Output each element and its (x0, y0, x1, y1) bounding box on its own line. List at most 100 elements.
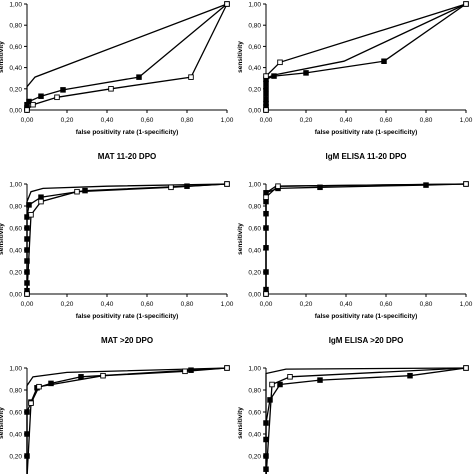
chart-title: MAT >20 DPO (101, 336, 153, 345)
x-tick-label: 0,60 (380, 301, 393, 308)
data-point-open-square (24, 291, 30, 297)
data-point-filled-square (26, 202, 32, 208)
x-tick-label: 0,80 (181, 301, 194, 308)
x-tick-label: 0,00 (260, 117, 273, 124)
data-point-open-square (263, 291, 269, 297)
y-tick-label: 0,60 (248, 226, 261, 233)
x-tick-label: 0,00 (21, 117, 34, 124)
y-tick-label: 0,40 (9, 432, 22, 439)
y-tick-label: 0,80 (9, 388, 22, 395)
data-point-filled-square (277, 381, 283, 388)
data-point-filled-square (24, 236, 30, 242)
data-point-open-square (224, 1, 230, 7)
y-tick-label: 0,40 (248, 65, 261, 72)
data-point-filled-square (271, 73, 277, 79)
data-point-open-square (24, 107, 30, 113)
x-tick-label: 1,00 (460, 301, 473, 308)
chart-title: MAT 11-20 DPO (98, 152, 157, 161)
x-axis-label: false positivity rate (1-specificity) (76, 129, 179, 136)
data-point-filled-square (381, 58, 387, 64)
data-point-filled-square (24, 269, 30, 275)
data-point-open-square (463, 365, 469, 371)
y-tick-label: 1,00 (248, 182, 261, 189)
x-tick-label: 0,20 (61, 301, 74, 308)
data-point-filled-square (263, 190, 269, 196)
x-tick-label: 0,40 (101, 117, 114, 124)
y-tick-label: 0,80 (248, 23, 261, 30)
data-point-open-square (463, 181, 469, 187)
y-tick-label: 0,60 (248, 410, 261, 417)
data-point-open-square (74, 188, 80, 195)
x-tick-label: 0,40 (340, 301, 353, 308)
chart-panel-1: 0,00 0,20 0,40 0,60 0,80 1,00 0,00 0,20 0,40 0,60… (0, 1, 234, 136)
data-point-filled-square (38, 93, 44, 99)
data-point-open-square (182, 368, 188, 375)
y-axis-label: sensitivity (0, 41, 5, 73)
y-axis-label: sensitivity (237, 407, 244, 439)
data-point-filled-square (267, 397, 273, 403)
data-point-filled-square (38, 194, 44, 200)
y-tick-label: 1,00 (9, 2, 22, 9)
y-tick-label: 0,60 (9, 226, 22, 233)
series-line-2 (265, 183, 467, 294)
data-point-open-square (28, 400, 34, 406)
y-tick-label: 0,80 (248, 204, 261, 211)
y-tick-label: 0,80 (9, 204, 22, 211)
data-point-open-square (269, 381, 275, 388)
y-tick-label: 1,00 (9, 366, 22, 373)
data-point-open-square (224, 365, 230, 371)
y-tick-label: 0,40 (248, 432, 261, 439)
data-point-open-square (277, 59, 283, 66)
y-tick-label: 0,80 (248, 388, 261, 395)
series-line-1 (265, 367, 467, 474)
x-tick-label: 0,60 (141, 117, 154, 124)
data-point-filled-square (263, 420, 269, 426)
data-point-open-square (463, 1, 469, 7)
data-point-open-square (36, 383, 42, 390)
data-point-filled-square (263, 453, 269, 459)
data-point-open-square (38, 198, 44, 205)
data-point-filled-square (317, 184, 323, 191)
y-axis-label: sensitivity (237, 41, 244, 73)
y-tick-label: 0,60 (9, 410, 22, 417)
data-point-open-square (287, 374, 293, 380)
series-line-1 (265, 183, 467, 294)
data-point-filled-square (48, 380, 54, 387)
series-line-2 (26, 183, 228, 294)
y-tick-label: 0,80 (9, 23, 22, 30)
y-tick-label: 0,00 (9, 108, 22, 115)
data-point-open-square (30, 101, 36, 108)
y-tick-label: 0,40 (9, 65, 22, 72)
x-axis-label: false positivity rate (1-specificity) (315, 129, 418, 136)
x-tick-label: 0,00 (260, 301, 273, 308)
x-tick-label: 0,60 (380, 117, 393, 124)
y-tick-label: 0,40 (248, 248, 261, 255)
x-tick-label: 0,80 (420, 117, 433, 124)
x-tick-label: 0,00 (21, 301, 34, 308)
x-tick-label: 1,00 (221, 117, 234, 124)
y-axis-label: sensitivity (237, 223, 244, 255)
x-axis-label: false positivity rate (1-specificity) (76, 313, 179, 320)
series-line-3 (265, 183, 467, 294)
x-tick-label: 0,20 (300, 301, 313, 308)
series-line-3 (265, 367, 467, 474)
y-tick-label: 0,00 (248, 108, 261, 115)
x-tick-label: 0,20 (300, 117, 313, 124)
series-line-3 (26, 367, 228, 474)
series-line-3 (265, 3, 467, 110)
data-point-filled-square (136, 74, 142, 80)
data-point-filled-square (78, 374, 84, 380)
y-tick-label: 0,20 (248, 454, 261, 461)
chart-panel-3: MAT 11-20 DPO 0,00 0,20 0,40 0,60 0,80 1,00 0,0… (0, 152, 234, 320)
data-point-filled-square (303, 70, 309, 76)
data-point-filled-square (24, 453, 30, 459)
y-tick-label: 0,20 (9, 454, 22, 461)
y-tick-label: 0,20 (248, 270, 261, 277)
series-line-2 (26, 3, 228, 110)
data-point-filled-square (24, 225, 30, 231)
x-tick-label: 0,80 (420, 301, 433, 308)
y-axis-label: sensitivity (0, 223, 5, 255)
x-tick-label: 0,40 (340, 117, 353, 124)
y-axis-label: sensitivity (0, 407, 5, 439)
x-tick-label: 1,00 (460, 117, 473, 124)
